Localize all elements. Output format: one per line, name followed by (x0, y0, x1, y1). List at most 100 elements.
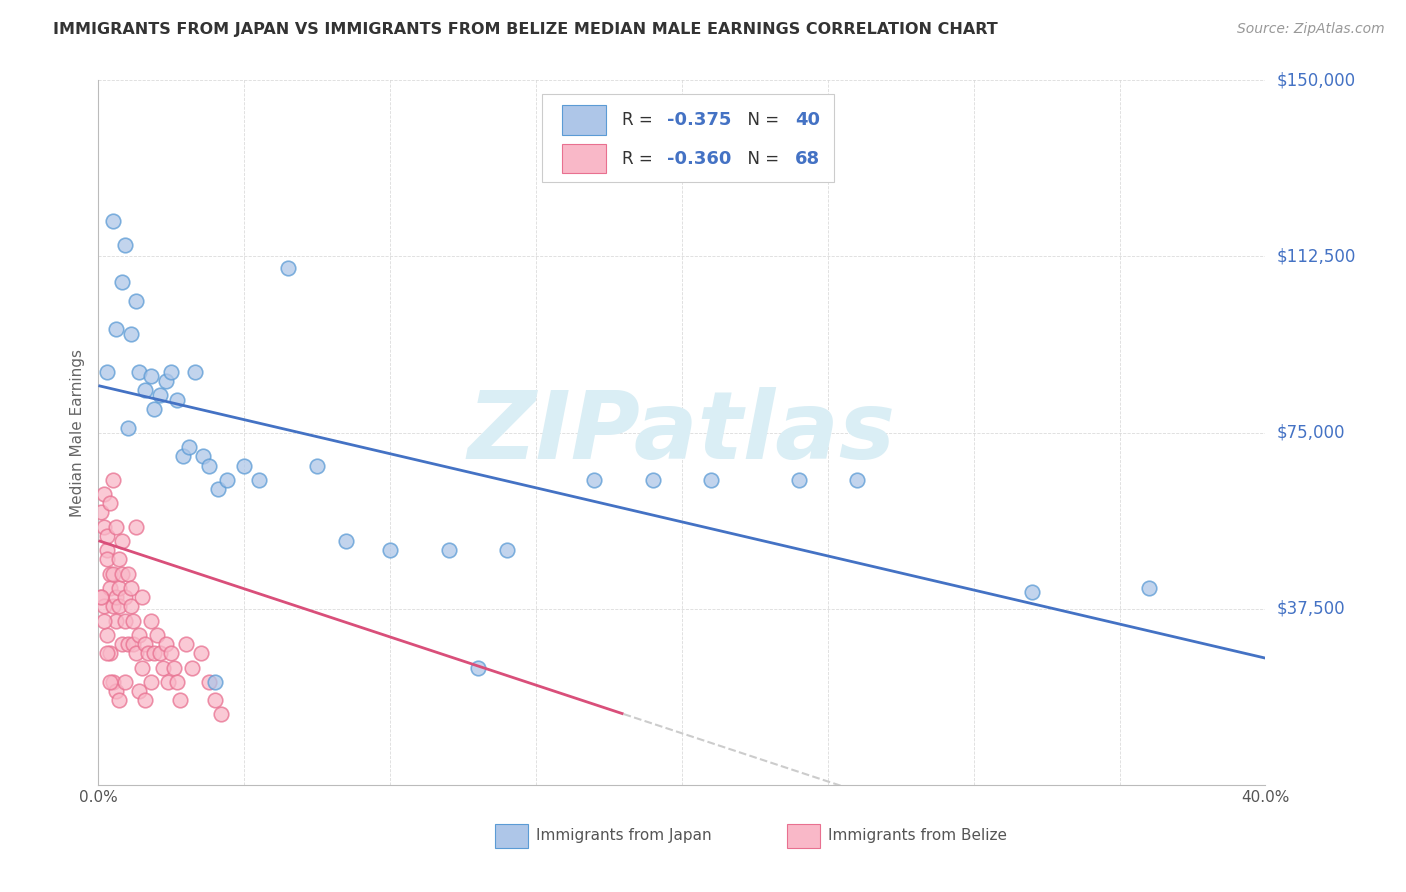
Point (122, 614, 145, 628)
Bar (562, 105, 606, 135)
Point (846, 473, 869, 487)
Point (108, 581, 131, 595)
Text: ZIPatlas: ZIPatlas (468, 386, 896, 479)
Text: 68: 68 (796, 150, 820, 168)
Point (380, 543, 402, 558)
Point (134, 384, 156, 398)
Point (120, 326, 142, 341)
Point (128, 684, 150, 698)
Point (198, 674, 221, 689)
Point (125, 647, 148, 661)
Point (114, 614, 136, 628)
Point (247, 473, 270, 487)
Point (96, 529, 118, 543)
Point (101, 599, 124, 614)
Bar (787, 823, 820, 848)
Text: $37,500: $37,500 (1277, 599, 1346, 618)
Point (172, 449, 194, 463)
Text: $75,000: $75,000 (1277, 424, 1346, 442)
Point (139, 369, 162, 384)
Point (166, 674, 188, 689)
Point (496, 543, 519, 558)
Bar (562, 144, 606, 173)
Point (93, 519, 115, 533)
Point (157, 674, 180, 689)
Text: -0.375: -0.375 (666, 112, 731, 129)
Point (155, 374, 177, 388)
Point (787, 473, 810, 487)
Point (177, 440, 200, 454)
Point (146, 627, 169, 641)
Point (125, 294, 148, 309)
Point (209, 707, 232, 722)
Text: $112,500: $112,500 (1277, 247, 1355, 266)
Point (1137, 581, 1160, 595)
Point (193, 449, 215, 463)
Point (104, 614, 127, 628)
Point (155, 637, 177, 651)
Text: R =: R = (623, 112, 658, 129)
Point (307, 458, 329, 473)
Point (104, 590, 127, 604)
Point (120, 599, 142, 614)
Text: Immigrants from Japan: Immigrants from Japan (536, 828, 711, 843)
Point (160, 365, 183, 379)
Point (96, 647, 118, 661)
Y-axis label: Median Male Earnings: Median Male Earnings (70, 349, 86, 516)
Point (111, 533, 134, 548)
Point (131, 590, 153, 604)
Point (98, 581, 121, 595)
Point (131, 660, 153, 674)
Point (122, 637, 145, 651)
Point (1021, 585, 1043, 599)
Point (134, 693, 156, 707)
Point (120, 581, 142, 595)
Point (142, 402, 165, 417)
Point (101, 674, 124, 689)
Point (96, 627, 118, 641)
Point (233, 458, 256, 473)
Text: R =: R = (623, 150, 658, 168)
Point (437, 543, 460, 558)
Text: $150,000: $150,000 (1277, 71, 1355, 89)
Bar (495, 823, 527, 848)
Point (335, 533, 357, 548)
Text: Immigrants from Belize: Immigrants from Belize (828, 828, 1007, 843)
Text: -0.360: -0.360 (666, 150, 731, 168)
Point (93, 614, 115, 628)
Point (142, 647, 165, 661)
Point (160, 647, 183, 661)
Point (700, 473, 723, 487)
Point (111, 566, 134, 581)
Point (128, 365, 150, 379)
Point (163, 660, 186, 674)
Point (93, 599, 115, 614)
Point (114, 237, 136, 252)
Text: Source: ZipAtlas.com: Source: ZipAtlas.com (1237, 22, 1385, 37)
Point (139, 674, 162, 689)
Text: N =: N = (737, 112, 785, 129)
Point (583, 473, 606, 487)
Point (166, 392, 188, 407)
Point (641, 473, 664, 487)
Point (136, 647, 159, 661)
Point (117, 637, 139, 651)
Point (108, 552, 131, 566)
Point (108, 693, 131, 707)
Point (104, 684, 127, 698)
Point (149, 647, 172, 661)
Point (98, 496, 121, 510)
Point (111, 637, 134, 651)
Point (190, 647, 212, 661)
Point (125, 519, 148, 533)
Point (114, 674, 136, 689)
Point (207, 482, 229, 496)
Point (98, 566, 121, 581)
Point (104, 322, 127, 336)
Point (96, 552, 118, 566)
Point (101, 566, 124, 581)
Point (117, 566, 139, 581)
Point (128, 627, 150, 641)
Point (183, 365, 205, 379)
Point (98, 674, 121, 689)
